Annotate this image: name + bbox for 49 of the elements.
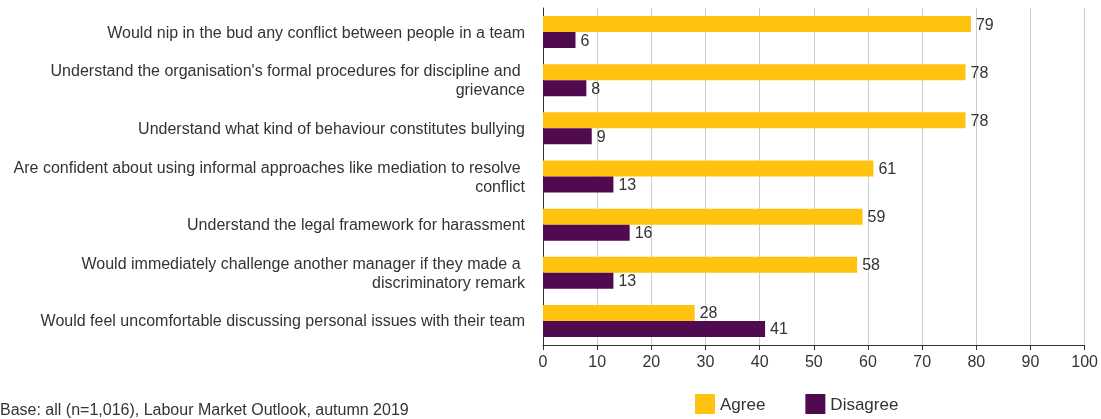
bar <box>543 64 966 81</box>
x-tick-label: 30 <box>696 352 715 370</box>
bar <box>543 176 614 193</box>
legend-label: Disagree <box>830 394 899 414</box>
data-label: 59 <box>867 208 886 226</box>
x-tick-label: 0 <box>538 352 548 370</box>
data-label: 79 <box>975 15 994 33</box>
x-tick-label: 80 <box>967 352 986 370</box>
bar <box>543 128 592 145</box>
x-tick-label: 90 <box>1021 352 1040 370</box>
text: Base: all (n=1,016), Labour Market Outlook, autumn 2019 <box>0 400 409 418</box>
data-label: 41 <box>770 320 788 338</box>
bar <box>543 320 766 337</box>
data-label: 6 <box>580 31 590 49</box>
y-tick-label: Understand the legal framework for harassment <box>187 216 526 234</box>
data-label: 16 <box>634 224 653 242</box>
y-tick-label: Understand what kind of behaviour constitutes bullying <box>138 119 525 137</box>
bar <box>543 32 576 49</box>
bar <box>543 80 587 97</box>
x-tick-label: 20 <box>642 352 661 370</box>
x-tick-label: 60 <box>859 352 877 370</box>
data-label: 58 <box>862 256 881 274</box>
data-label: 28 <box>699 304 718 322</box>
y-tick-label: Would nip in the bud any conflict between people in a team <box>107 23 525 41</box>
bar <box>543 112 966 129</box>
x-tick-label: 100 <box>1071 352 1099 370</box>
x-tick-label: 40 <box>750 352 769 370</box>
bar <box>543 256 858 273</box>
bar <box>543 160 874 177</box>
data-label: 13 <box>618 272 637 290</box>
data-label: 78 <box>970 111 989 129</box>
y-tick-label: Understand the organisation's formal procedures for discipline and grievance <box>50 62 526 99</box>
data-label: 61 <box>878 160 897 177</box>
y-tick-label: Would immediately challenge another manager if they made a discriminatory remark <box>81 254 526 291</box>
x-tick-label: 10 <box>588 352 607 370</box>
x-tick-label: 70 <box>913 352 932 370</box>
bar <box>543 208 863 225</box>
data-label: 9 <box>596 127 606 145</box>
data-label: 13 <box>618 176 637 193</box>
y-tick-label: Are confident about using informal approaches like mediation to resolve conflict <box>13 158 526 195</box>
bar <box>543 224 630 241</box>
x-tick-label: 50 <box>804 352 823 370</box>
data-label: 78 <box>970 63 989 81</box>
bar <box>543 304 695 321</box>
y-tick-label: Would feel uncomfortable discussing personal issues with their team <box>40 312 525 330</box>
bar <box>543 16 971 33</box>
bar <box>543 272 614 289</box>
legend-label: Agree <box>720 394 766 414</box>
data-label: 8 <box>591 79 601 97</box>
